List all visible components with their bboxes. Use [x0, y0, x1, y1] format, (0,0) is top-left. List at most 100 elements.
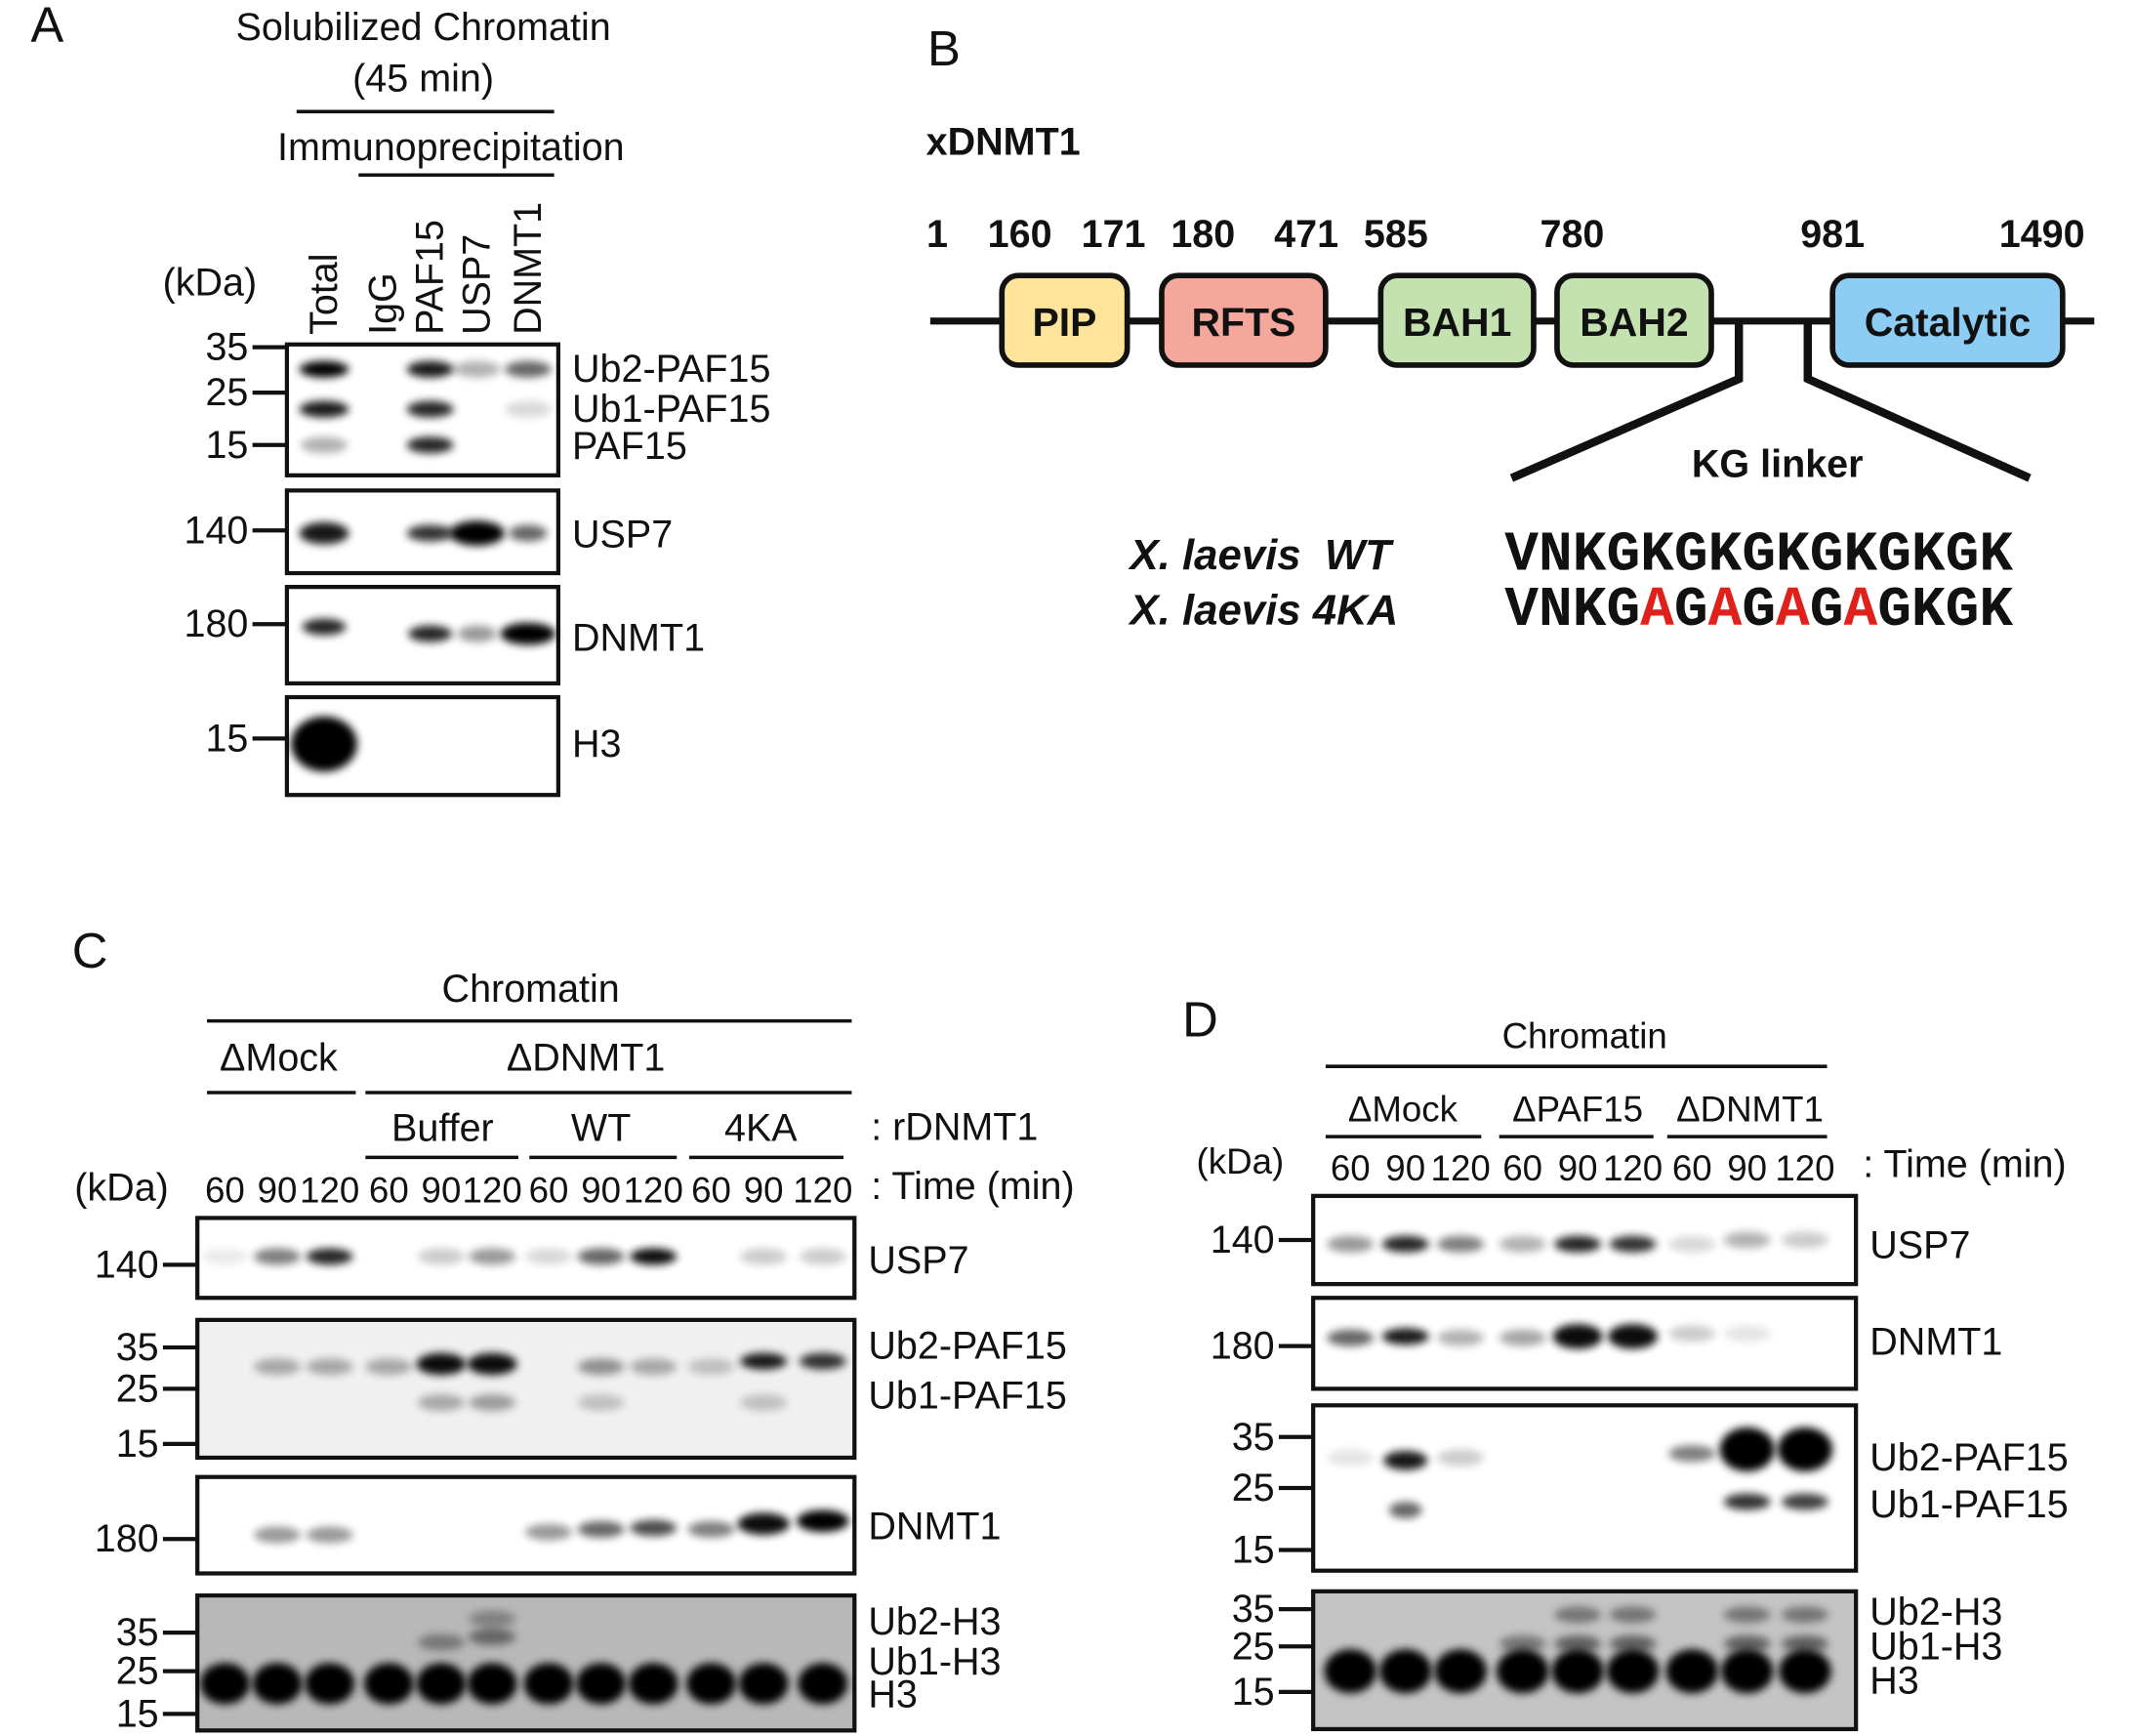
blot — [284, 694, 561, 798]
band — [1324, 1649, 1377, 1694]
sequence: VNKGKGKGKGKGKGK — [1504, 523, 2013, 587]
kda-label: (kDa) — [163, 261, 258, 304]
marker-label: 15 — [205, 717, 248, 760]
domain-label: Catalytic — [1865, 300, 2032, 345]
band-label: DNMT1 — [1869, 1320, 2002, 1363]
band — [1723, 1606, 1771, 1624]
band — [453, 360, 501, 378]
marker-label: 25 — [1232, 1467, 1275, 1509]
header: Immunoprecipitation — [277, 126, 625, 169]
band — [797, 1509, 849, 1533]
marker-label: 25 — [205, 371, 248, 414]
band — [1668, 1325, 1716, 1343]
marker-label: 15 — [205, 424, 248, 467]
band — [1378, 1649, 1432, 1694]
lane-label: PAF15 — [409, 220, 452, 335]
band — [408, 625, 453, 642]
band — [299, 400, 349, 418]
marker-label: 35 — [1232, 1416, 1275, 1459]
position: 1 — [926, 213, 948, 256]
band — [467, 1663, 517, 1705]
band-label: H3 — [572, 723, 622, 765]
band — [201, 1248, 249, 1265]
band — [365, 1358, 413, 1376]
band — [1554, 1634, 1602, 1652]
domain — [1377, 272, 1537, 368]
band-label: Ub2-H3 — [868, 1600, 1001, 1643]
band — [306, 1526, 353, 1544]
time-label: 60 — [205, 1171, 245, 1211]
band — [1434, 1649, 1487, 1694]
band — [417, 1248, 465, 1265]
band — [1665, 1649, 1719, 1694]
sequence: VNKGAGAGAGAGKGK — [1504, 579, 2013, 642]
marker-label: 15 — [116, 1423, 159, 1466]
marker-label: 15 — [1232, 1671, 1275, 1714]
band — [1609, 1634, 1657, 1652]
header: Chromatin — [1502, 1016, 1667, 1056]
band — [738, 1663, 789, 1705]
band — [457, 625, 497, 642]
position: 981 — [1800, 213, 1865, 256]
band — [1383, 1450, 1428, 1470]
band — [1496, 1649, 1549, 1694]
band — [1781, 1231, 1828, 1249]
marker-label: 35 — [116, 1326, 159, 1369]
marker-label: 25 — [116, 1650, 159, 1693]
time-label: 120 — [300, 1171, 359, 1211]
marker-label: 35 — [1232, 1588, 1275, 1631]
band-label: H3 — [1869, 1660, 1918, 1703]
band — [469, 1394, 516, 1411]
position: 780 — [1540, 213, 1605, 256]
band — [630, 1358, 678, 1376]
domain-label: BAH2 — [1580, 300, 1688, 345]
band — [525, 1523, 572, 1541]
band — [525, 1248, 572, 1265]
time-label: 120 — [1603, 1148, 1663, 1188]
band — [630, 1519, 678, 1537]
marker-label: 15 — [116, 1692, 159, 1735]
blot — [195, 1216, 857, 1301]
band — [406, 400, 454, 418]
caption: : Time (min) — [1863, 1142, 2066, 1185]
time-label: 60 — [1502, 1148, 1542, 1188]
band — [1781, 1634, 1828, 1652]
band — [1327, 1235, 1375, 1253]
band — [254, 1358, 302, 1376]
band-label: Ub1-PAF15 — [572, 388, 770, 431]
band — [1668, 1445, 1716, 1463]
time-label: 90 — [1558, 1148, 1598, 1188]
band-label: Ub2-PAF15 — [1869, 1436, 2068, 1479]
band — [576, 1663, 627, 1705]
position: 1490 — [1999, 213, 2085, 256]
blot — [1311, 1296, 1859, 1391]
band — [1668, 1235, 1716, 1253]
blot — [1311, 1403, 1859, 1573]
time-label: 90 — [744, 1171, 784, 1211]
band — [628, 1663, 678, 1705]
time-label: 60 — [1672, 1148, 1712, 1188]
marker-label: 35 — [116, 1611, 159, 1654]
band — [417, 1394, 465, 1411]
band — [301, 436, 348, 454]
band-label: DNMT1 — [572, 616, 705, 659]
band — [1388, 1502, 1422, 1519]
variant-name: X. laevis 4KA — [1129, 587, 1399, 635]
band — [200, 1663, 250, 1705]
band-label: Ub1-H3 — [868, 1640, 1001, 1683]
group-label: ΔMock — [220, 1037, 338, 1080]
blot-frame — [195, 1317, 857, 1461]
band — [1723, 1325, 1771, 1343]
band — [416, 1663, 467, 1705]
time-label: 60 — [369, 1171, 409, 1211]
band-label: Ub2-H3 — [1869, 1591, 2002, 1633]
band — [1499, 1235, 1546, 1253]
group-label: ΔMock — [1348, 1089, 1458, 1129]
band-label: Ub2-PAF15 — [868, 1325, 1066, 1368]
band — [1781, 1493, 1828, 1510]
band — [1609, 1235, 1657, 1253]
position: 471 — [1274, 213, 1338, 256]
band — [299, 521, 349, 545]
band — [254, 1248, 302, 1265]
band — [798, 1663, 848, 1705]
